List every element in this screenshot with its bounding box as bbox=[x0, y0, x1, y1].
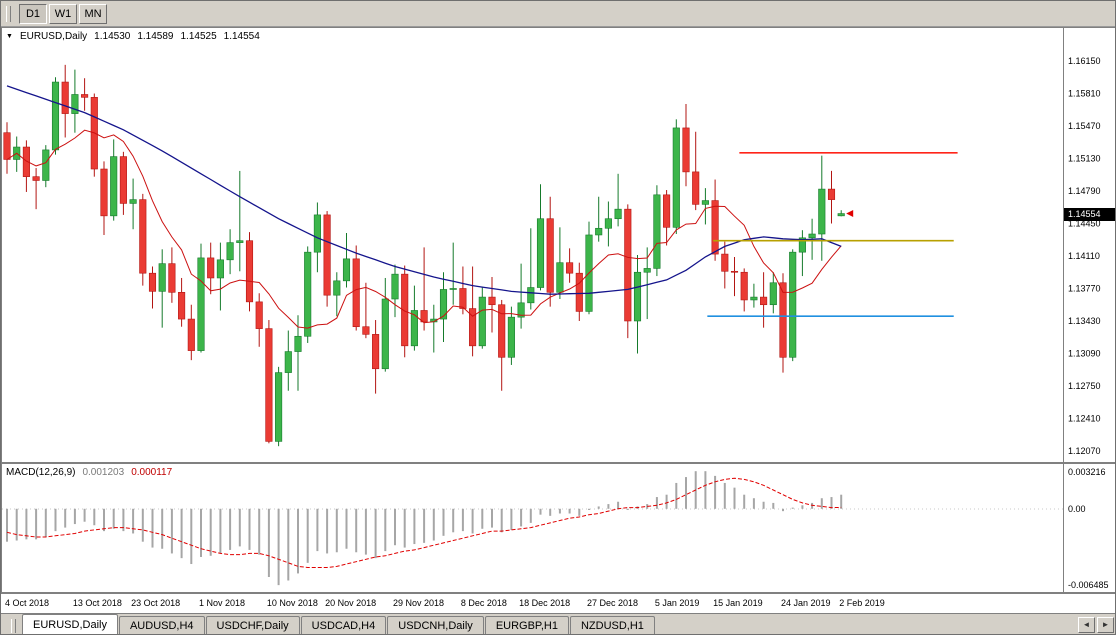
time-axis[interactable]: 4 Oct 2018 13 Oct 2018 23 Oct 2018 1 Nov 20… bbox=[1, 593, 1115, 613]
time-axis-label: 27 Dec 2018 bbox=[587, 598, 639, 608]
chart-title: ▼ EURUSD,Daily 1.14530 1.14589 1.14525 1… bbox=[6, 31, 260, 42]
timeframe-d1-button[interactable]: D1 bbox=[19, 3, 47, 24]
chart-low-value: 1.14525 bbox=[180, 31, 217, 42]
time-axis-label: 8 Dec 2018 bbox=[460, 598, 507, 608]
svg-text:1.12070: 1.12070 bbox=[1068, 446, 1101, 456]
tabs-scroll-right-button[interactable]: ► bbox=[1097, 617, 1114, 633]
svg-text:1.12750: 1.12750 bbox=[1068, 381, 1101, 391]
time-axis-label: 10 Nov 2018 bbox=[266, 598, 318, 608]
chart-open-value: 1.14530 bbox=[94, 31, 131, 42]
chart-tabs: EURUSD,Daily AUDUSD,H4 USDCHF,Daily USDCAD,… bbox=[22, 614, 656, 634]
svg-text:1.13430: 1.13430 bbox=[1068, 316, 1101, 326]
svg-text:1.12410: 1.12410 bbox=[1068, 413, 1101, 423]
chart-high-value: 1.14589 bbox=[137, 31, 174, 42]
chart-symbol-label: EURUSD,Daily bbox=[19, 31, 88, 42]
macd-main-value: 0.001203 bbox=[82, 467, 125, 478]
current-price-tag: 1.14554 bbox=[1064, 208, 1115, 221]
svg-text:1.15470: 1.15470 bbox=[1068, 121, 1101, 131]
svg-text:1.14110: 1.14110 bbox=[1068, 251, 1100, 261]
svg-text:-0.006485: -0.006485 bbox=[1068, 580, 1109, 590]
chart-close-value: 1.14554 bbox=[223, 31, 260, 42]
main-price-chart[interactable]: 1.16150 1.15810 1.15470 1.15130 1.14790 1.144… bbox=[1, 27, 1116, 463]
tab-usdchf-daily[interactable]: USDCHF,Daily bbox=[205, 616, 300, 634]
candles bbox=[3, 64, 845, 447]
time-axis-label: 23 Oct 2018 bbox=[131, 598, 181, 608]
time-axis-label: 5 Jan 2019 bbox=[654, 598, 700, 608]
time-axis-label: 15 Jan 2019 bbox=[713, 598, 763, 608]
macd-signal-value: 0.000117 bbox=[131, 467, 173, 478]
tab-nzdusd-h1[interactable]: NZDUSD,H1 bbox=[569, 616, 655, 634]
macd-title: MACD(12,26,9) 0.001203 0.000117 bbox=[6, 467, 172, 478]
chart-tabs-bar: EURUSD,Daily AUDUSD,H4 USDCHF,Daily USDCAD,… bbox=[1, 613, 1115, 634]
timeframe-mn-button[interactable]: MN bbox=[79, 3, 107, 24]
time-axis-label: 1 Nov 2018 bbox=[199, 598, 246, 608]
ma-fast-line bbox=[6, 129, 842, 329]
svg-text:1.13090: 1.13090 bbox=[1068, 348, 1101, 358]
time-axis-label: 29 Nov 2018 bbox=[393, 598, 445, 608]
time-axis-label: 4 Oct 2018 bbox=[5, 598, 50, 608]
tab-eurusd-daily[interactable]: EURUSD,Daily bbox=[22, 614, 118, 634]
svg-text:0.00: 0.00 bbox=[1068, 504, 1086, 514]
svg-text:1.14450: 1.14450 bbox=[1068, 218, 1101, 228]
chart-window: 1.16150 1.15810 1.15470 1.15130 1.14790 1.144… bbox=[1, 27, 1116, 613]
svg-text:1.16150: 1.16150 bbox=[1068, 56, 1101, 66]
macd-signal-line bbox=[6, 477, 842, 568]
svg-text:1.13770: 1.13770 bbox=[1068, 283, 1101, 293]
tabs-scroll-left-button[interactable]: ◄ bbox=[1078, 617, 1095, 633]
tab-eurgbp-h1[interactable]: EURGBP,H1 bbox=[484, 616, 569, 634]
tabs-scroll-buttons: ◄ ► bbox=[1078, 617, 1114, 633]
macd-histogram bbox=[6, 471, 843, 586]
macd-name-label: MACD(12,26,9) bbox=[6, 467, 76, 478]
svg-text:1.15130: 1.15130 bbox=[1068, 154, 1101, 164]
svg-text:1.15810: 1.15810 bbox=[1068, 89, 1101, 99]
timeframe-w1-button[interactable]: W1 bbox=[49, 3, 77, 24]
ma-slow-line bbox=[6, 85, 842, 295]
time-axis-label: 20 Nov 2018 bbox=[325, 598, 377, 608]
time-axis-label: 18 Dec 2018 bbox=[519, 598, 571, 608]
time-axis-label: 2 Feb 2019 bbox=[839, 598, 885, 608]
toolbar-drag-handle[interactable] bbox=[6, 5, 11, 22]
time-axis-label: 24 Jan 2019 bbox=[781, 598, 831, 608]
tabs-drag-handle[interactable] bbox=[11, 619, 16, 633]
tab-audusd-h4[interactable]: AUDUSD,H4 bbox=[118, 616, 205, 634]
tab-usdcnh-daily[interactable]: USDCNH,Daily bbox=[387, 616, 484, 634]
svg-text:0.003216: 0.003216 bbox=[1068, 467, 1106, 477]
time-axis-label: 13 Oct 2018 bbox=[72, 598, 122, 608]
timeframe-toolbar: D1 W1 MN bbox=[1, 1, 1115, 27]
tab-usdcad-h4[interactable]: USDCAD,H4 bbox=[300, 616, 387, 634]
current-price-value: 1.14554 bbox=[1068, 209, 1101, 219]
macd-indicator-panel[interactable]: 0.003216 0.00 -0.006485 bbox=[1, 463, 1116, 593]
price-arrow-icon bbox=[846, 210, 854, 218]
collapse-triangle-icon[interactable]: ▼ bbox=[6, 32, 13, 40]
svg-text:1.14790: 1.14790 bbox=[1068, 186, 1101, 196]
price-axis-labels: 1.16150 1.15810 1.15470 1.15130 1.14790 1.144… bbox=[1068, 56, 1101, 456]
